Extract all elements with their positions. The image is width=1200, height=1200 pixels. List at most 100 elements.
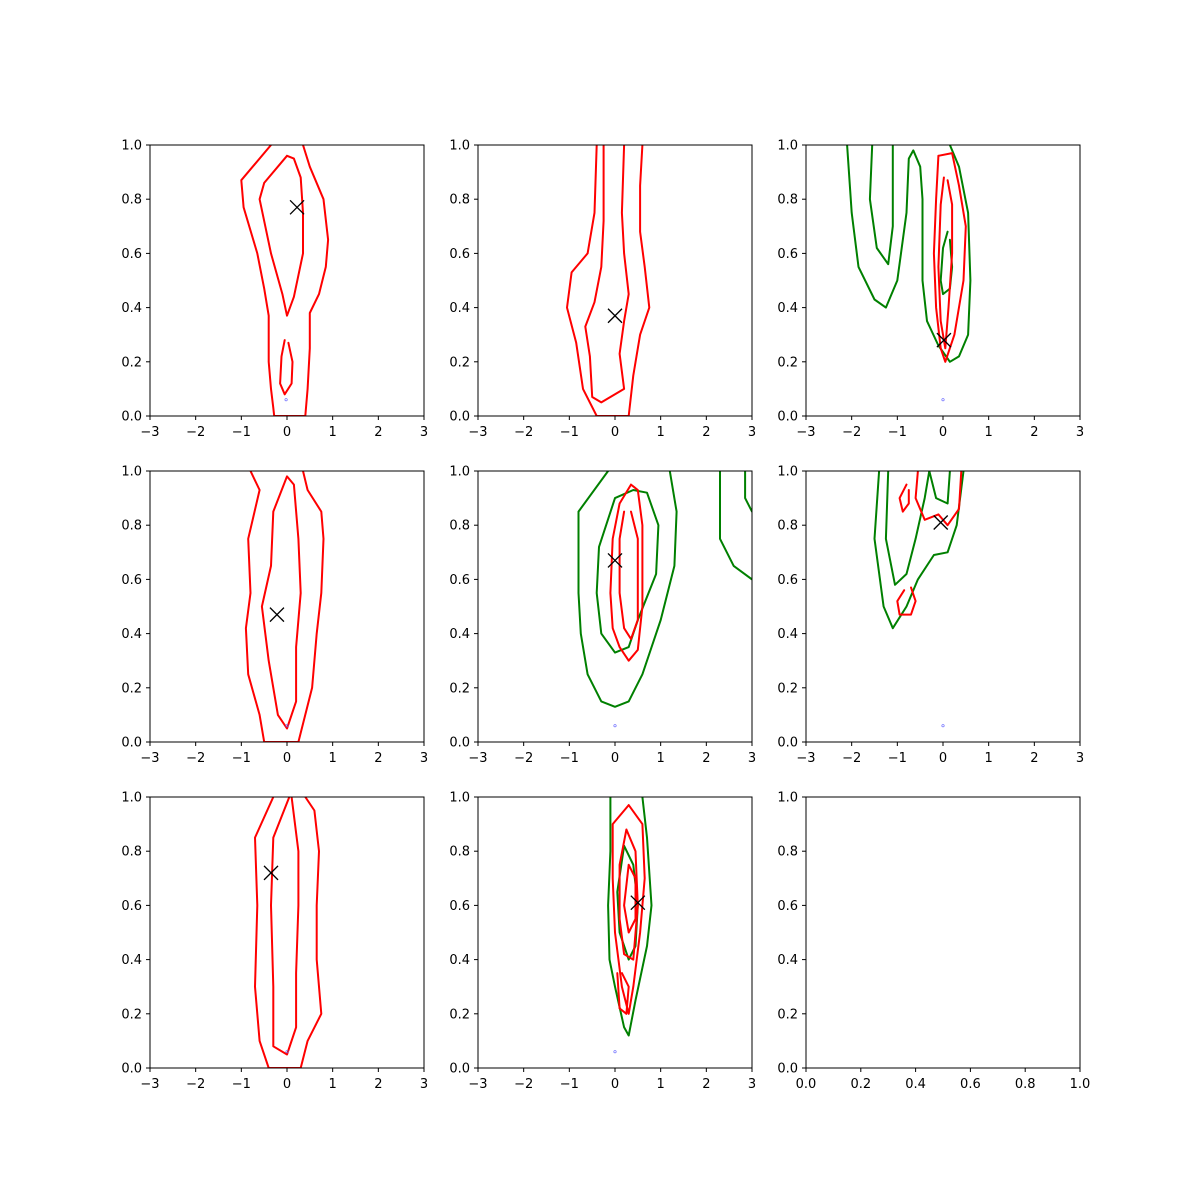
y-tick-label: 0.6 bbox=[777, 573, 798, 588]
x-tick-label: −2 bbox=[186, 1077, 205, 1092]
plot-area bbox=[244, 471, 325, 742]
x-tick-label: 3 bbox=[420, 425, 428, 440]
y-tick-label: 0.0 bbox=[121, 1062, 142, 1077]
y-tick-label: 0.4 bbox=[121, 301, 142, 316]
subplot-2: −3 −2 −1 0 1 2 3 0.0 0.2 0.4 0.6 0.8 1.0 bbox=[449, 139, 756, 441]
x-tick-label: 1 bbox=[657, 425, 665, 440]
contour-line-1-2 bbox=[616, 844, 639, 961]
x-tick-label: −3 bbox=[140, 751, 159, 766]
x-tick-label: 2 bbox=[1030, 751, 1038, 766]
contour-line-1-1 bbox=[846, 145, 972, 363]
x-tick-label: 0 bbox=[611, 1077, 619, 1092]
x-tick-label: −1 bbox=[560, 751, 579, 766]
x-tick-label: 0 bbox=[283, 1077, 291, 1092]
x-tick-label: 1 bbox=[329, 425, 337, 440]
contour-line-2-1 bbox=[898, 483, 910, 513]
y-tick-label: 1.0 bbox=[449, 791, 470, 806]
x-tick-label: 0.2 bbox=[850, 1077, 871, 1092]
y-tick-label: 0.6 bbox=[121, 573, 142, 588]
contour-line-2-2 bbox=[937, 176, 954, 350]
x-marker bbox=[289, 199, 305, 215]
x-tick-label: −1 bbox=[888, 425, 907, 440]
x-tick-label: 1.0 bbox=[1070, 1077, 1091, 1092]
contour-line-1-1 bbox=[607, 797, 653, 1037]
sample-point bbox=[285, 724, 289, 728]
x-tick-label: −1 bbox=[232, 425, 251, 440]
y-tick-label: 0.2 bbox=[777, 1007, 798, 1022]
contour-line-1-1 bbox=[577, 471, 678, 708]
y-tick-label: 0.6 bbox=[449, 899, 470, 914]
y-tick-label: 0.4 bbox=[449, 301, 470, 316]
y-tick-label: 0.0 bbox=[121, 736, 142, 751]
x-tick-label: −1 bbox=[560, 425, 579, 440]
y-tick-label: 0.0 bbox=[777, 410, 798, 425]
x-marker bbox=[933, 515, 949, 530]
y-tick-label: 0.0 bbox=[449, 410, 470, 425]
subplot-7: −3 −2 −1 0 1 2 3 0.0 0.2 0.4 0.6 0.8 1.0 bbox=[121, 791, 428, 1093]
x-tick-label: 0.0 bbox=[796, 1077, 817, 1092]
x-tick-label: 2 bbox=[374, 1077, 382, 1092]
x-marker bbox=[607, 552, 623, 568]
x-tick-label: −3 bbox=[140, 425, 159, 440]
contour-line-1-3 bbox=[719, 471, 752, 581]
plot-area bbox=[566, 145, 651, 416]
y-tick-label: 0.8 bbox=[121, 193, 142, 208]
x-tick-label: 0 bbox=[611, 425, 619, 440]
y-tick-label: 1.0 bbox=[121, 139, 142, 154]
x-tick-label: −2 bbox=[514, 425, 533, 440]
y-tick-label: 1.0 bbox=[449, 465, 470, 480]
x-tick-label: −2 bbox=[186, 425, 205, 440]
contour-line-2-2 bbox=[618, 510, 639, 640]
contour-line-1-1 bbox=[240, 145, 330, 416]
y-tick-label: 0.8 bbox=[777, 193, 798, 208]
y-tick-label: 0.8 bbox=[121, 519, 142, 534]
y-tick-label: 0.8 bbox=[777, 845, 798, 860]
contour-line-2-1 bbox=[609, 483, 644, 662]
y-tick-label: 0.4 bbox=[449, 627, 470, 642]
x-tick-label: 2 bbox=[702, 751, 710, 766]
x-tick-label: 2 bbox=[374, 425, 382, 440]
x-tick-label: 0.6 bbox=[960, 1077, 981, 1092]
plot-area bbox=[577, 471, 752, 728]
y-tick-label: 1.0 bbox=[121, 791, 142, 806]
axes-frame bbox=[149, 796, 425, 1069]
contour-line-1-2 bbox=[584, 145, 630, 404]
x-tick-label: 1 bbox=[329, 751, 337, 766]
y-tick-label: 0.2 bbox=[121, 1007, 142, 1022]
x-tick-label: 2 bbox=[374, 751, 382, 766]
contour-line-1-2 bbox=[884, 471, 931, 586]
x-marker bbox=[630, 895, 646, 911]
x-tick-label: 2 bbox=[702, 1077, 710, 1092]
sample-point bbox=[613, 724, 617, 728]
plot-area bbox=[873, 471, 965, 728]
axes-frame bbox=[805, 796, 1081, 1069]
plot-area bbox=[240, 145, 330, 416]
y-tick-label: 0.0 bbox=[449, 736, 470, 751]
x-tick-label: 0.8 bbox=[1015, 1077, 1036, 1092]
x-marker bbox=[269, 607, 285, 623]
y-tick-label: 0.8 bbox=[449, 845, 470, 860]
x-tick-label: −1 bbox=[232, 1077, 251, 1092]
x-tick-label: −3 bbox=[796, 425, 815, 440]
axes-frame bbox=[805, 470, 1081, 743]
x-tick-label: 3 bbox=[420, 751, 428, 766]
x-tick-label: −2 bbox=[514, 751, 533, 766]
contour-line-1-3 bbox=[279, 339, 294, 396]
sample-point bbox=[285, 1050, 289, 1054]
y-tick-label: 0.2 bbox=[449, 1007, 470, 1022]
x-tick-label: −1 bbox=[232, 751, 251, 766]
y-tick-label: 0.6 bbox=[449, 247, 470, 262]
y-tick-label: 0.8 bbox=[449, 193, 470, 208]
y-tick-label: 0.8 bbox=[777, 519, 798, 534]
y-tick-label: 0.6 bbox=[777, 247, 798, 262]
contour-line-2-2 bbox=[914, 471, 963, 527]
y-tick-label: 0.0 bbox=[777, 736, 798, 751]
y-tick-label: 0.8 bbox=[449, 519, 470, 534]
axes-frame bbox=[149, 470, 425, 743]
contour-line-2-3 bbox=[623, 863, 637, 934]
x-tick-label: −3 bbox=[468, 1077, 487, 1092]
contour-line-1-2 bbox=[270, 797, 300, 1056]
x-tick-label: 3 bbox=[748, 1077, 756, 1092]
x-tick-label: 2 bbox=[1030, 425, 1038, 440]
